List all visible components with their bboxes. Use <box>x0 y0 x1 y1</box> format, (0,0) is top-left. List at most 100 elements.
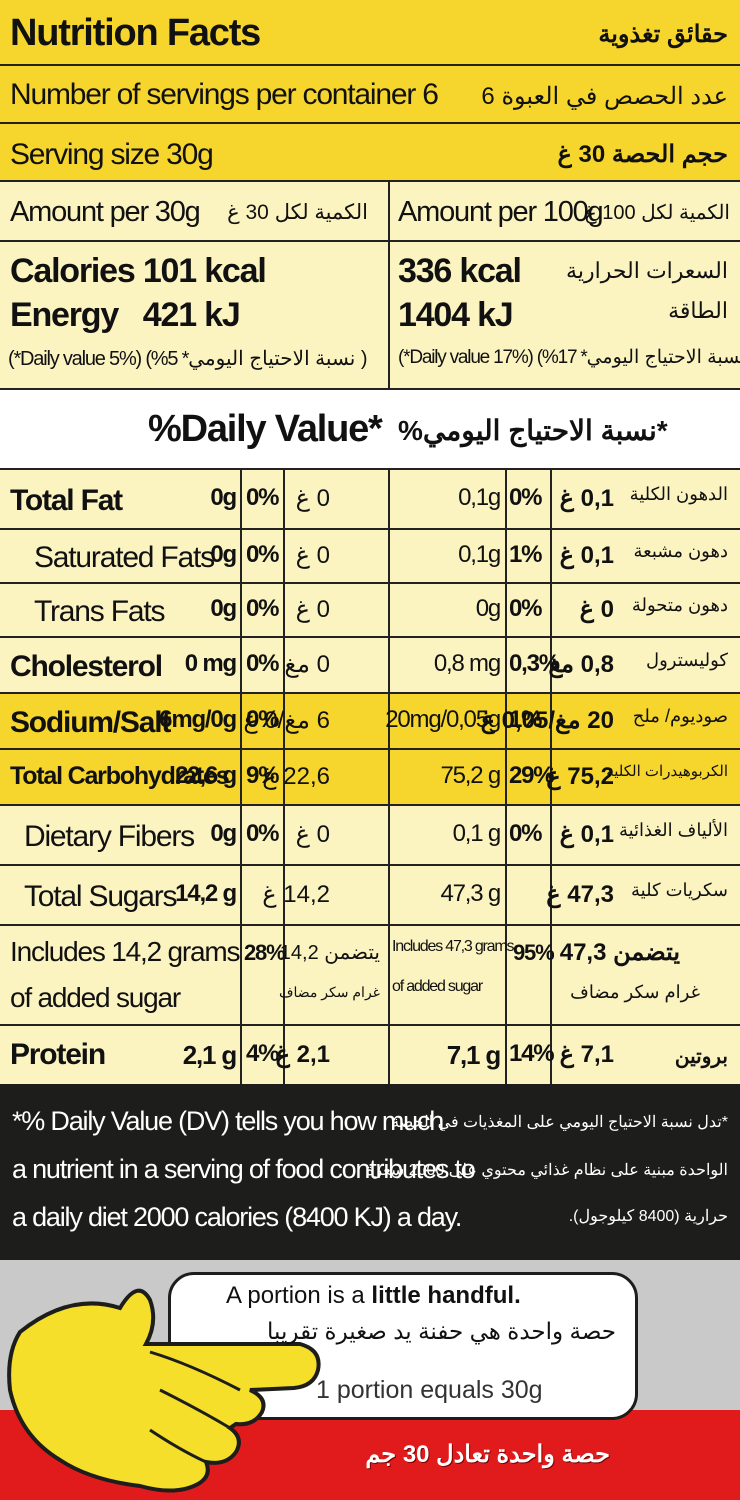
added-sugar-100-pct: 95% <box>513 940 555 965</box>
nutrient-ar100: 20 مغ/0,05 غ <box>480 707 614 734</box>
nutrient-p100: 0% <box>509 820 543 847</box>
footnote-ar-2: الواحدة مبنية على نظام غذائي محتوي على 2… <box>365 1162 728 1179</box>
nutrient-p30: 0% <box>246 820 280 847</box>
nutrient-name-ar: صوديوم/ ملح <box>632 706 728 726</box>
calories-30: Calories 101 kcal <box>10 252 267 290</box>
added-sugar-30-ar-2: غرام سكر مضاف <box>279 984 380 1000</box>
portion-line-1: A portion is a little handful. <box>226 1282 521 1310</box>
table-row: Cholesterol 0 mg 0% 0 مغ 0,8 mg 0,3% 0,8 مغ كول… <box>0 636 740 692</box>
table-row: Total Fat 0g 0% 0 غ 0,1g 0% 0,1 غ الدهون الكلية <box>0 468 740 528</box>
dv-30: (*Daily value 5%) (%5 *نسبة الاحتياج الي… <box>8 348 368 370</box>
amount-per-100-en: Amount per 100g <box>398 196 604 228</box>
added-sugar-100-en-1: Includes 47,3 grams <box>392 938 514 955</box>
daily-value-heading-row: %Daily Value* *نسبة الاحتياج اليومي% <box>0 388 740 468</box>
title-ar: حقائق تغذوية <box>598 21 728 48</box>
nutrient-ar30: 14,2 غ <box>262 881 330 908</box>
servings-en: Number of servings per container 6 <box>10 78 439 111</box>
nutrient-ar100: 0,8 مغ <box>548 651 614 678</box>
protein-ar100: 7,1 غ <box>559 1041 614 1068</box>
added-sugar-100-ar-2: غرام سكر مضاف <box>570 982 700 1002</box>
nutrient-name-ar: دهون مشبعة <box>633 541 729 561</box>
amount-per-30-en: Amount per 30g <box>10 196 201 228</box>
added-sugar-30-en-1: Includes 14,2 grams <box>10 936 241 967</box>
nutrient-v30: 22,6 g <box>175 762 237 789</box>
nutrient-ar100: 0,1 غ <box>559 485 614 512</box>
nutrient-v30: 0g <box>210 484 237 511</box>
protein-name-en: Protein <box>10 1038 106 1071</box>
hand-crease-2 <box>159 1388 231 1430</box>
portion-line-2: حصة واحدة هي حفنة يد صغيرة تقريبا <box>267 1318 616 1344</box>
nutrient-v30: 6mg/0g <box>159 706 237 733</box>
nutrient-ar30: 0 غ <box>295 596 330 623</box>
nutrient-ar100: 0,1 غ <box>559 542 614 569</box>
nutrient-v100: 0g <box>475 595 502 622</box>
footnote-ar-1: *تدل نسبة الاحتياج اليومي على المغذيات ف… <box>391 1114 728 1131</box>
footnote-en-2: a nutrient in a serving of food contribu… <box>12 1154 476 1184</box>
daily-value-heading-en: %Daily Value* <box>148 408 383 450</box>
daily-value-heading-ar: *نسبة الاحتياج اليومي% <box>398 415 668 446</box>
nutrient-p30: 0% <box>246 595 280 622</box>
added-sugar-30-en-2: of added sugar <box>10 982 181 1013</box>
protein-p100: 14% <box>509 1040 555 1067</box>
nutrient-ar30: 0 غ <box>295 542 330 569</box>
nutrient-ar100: 0 غ <box>579 596 614 623</box>
nutrient-p100: 0,3% <box>509 650 560 677</box>
nutrient-name-en: Saturated Fats <box>34 541 215 574</box>
footnote-block: *% Daily Value (DV) tells you how much a… <box>0 1084 740 1260</box>
nutrient-v30: 0g <box>210 541 237 568</box>
nutrient-p100: 1% <box>509 541 543 568</box>
nutrient-p100: 0% <box>509 484 543 511</box>
nutrient-ar30: 22,6 غ <box>262 763 330 790</box>
hand-illustration <box>7 1288 321 1493</box>
added-sugar-100-en-2: of added sugar <box>392 978 483 995</box>
nutrient-v100: 0,1 g <box>452 820 502 847</box>
nutrient-name-en: Total Fat <box>10 484 123 517</box>
hand-crease <box>149 1350 241 1392</box>
calories-ar: السعرات الحرارية <box>566 258 728 283</box>
amount-per-100-ar: الكمية لكل 100 غ <box>584 202 730 224</box>
table-row: Total Sugars 14,2 g 14,2 غ 47,3 g 47,3 غ سكري… <box>0 864 740 924</box>
nutrient-name-ar: سكريات كلية <box>630 880 728 900</box>
energy-ar: الطاقة <box>668 298 728 323</box>
nutrient-ar30: 0 غ <box>295 485 330 512</box>
nutrient-ar100: 0,1 غ <box>559 821 614 848</box>
nutrient-v100: 0,1g <box>458 541 501 568</box>
nutrient-v100: 75,2 g <box>440 762 501 789</box>
nutrient-ar100: 75,2 غ <box>546 763 614 790</box>
footnote-en-3: a daily diet 2000 calories (8400 KJ) a d… <box>12 1202 462 1232</box>
footnote-en-1: *% Daily Value (DV) tells you how much <box>12 1106 444 1136</box>
nutrient-ar30: 6 مغ/0 غ <box>243 707 330 734</box>
nutrient-v30: 14,2 g <box>175 880 237 907</box>
nutrient-name-ar: الكربوهيدرات الكلية <box>606 763 728 780</box>
footnote-ar-3: حرارية (8400 كيلوجول). <box>568 1208 728 1225</box>
nutrient-name-ar: الألياف الغذائية <box>618 820 728 840</box>
table-row: Total Carbohydrates 22,6 g 9% 22,6 غ 75,2 g 2… <box>0 748 740 804</box>
nutrient-name-ar: كوليسترول <box>646 650 728 670</box>
nutrient-p30: 0% <box>246 706 280 733</box>
nutrient-p100: 1% <box>509 706 543 733</box>
dv-100: (*Daily value 17%) (%17 *نسبة الاحتياج ا… <box>398 347 740 368</box>
protein-p30: 4% <box>246 1040 280 1067</box>
nutrient-name-en: Sodium/Salt <box>10 706 171 739</box>
nutrient-name-en: Cholesterol <box>10 650 163 683</box>
nutrient-p30: 0% <box>246 541 280 568</box>
table-row: Trans Fats 0g 0% 0 غ 0g 0% 0 غ دهون متحولة <box>0 582 740 636</box>
nutrient-v30: 0 mg <box>184 650 237 677</box>
nutrient-name-en: Dietary Fibers <box>24 820 195 853</box>
nutrient-v100: 0,1g <box>458 484 501 511</box>
nutrient-name-ar: الدهون الكلية <box>629 484 728 504</box>
protein-ar30: 2,1 غ <box>275 1041 330 1068</box>
nutrient-v30: 0g <box>210 820 237 847</box>
energy-100: 1404 kJ <box>398 296 514 334</box>
nutrient-v30: 0g <box>210 595 237 622</box>
amount-per-30-ar: الكمية لكل 30 غ <box>227 201 368 224</box>
portion-line-1b: little handful. <box>371 1282 521 1309</box>
energy-30: Energy 421 kJ <box>10 296 241 334</box>
nutrient-name-en: Total Sugars <box>24 880 178 913</box>
added-sugar-30-pct: 28% <box>244 940 286 965</box>
portion-line-4: حصة واحدة تعادل 30 جم <box>365 1441 610 1468</box>
nutrient-v100: 0,8 mg <box>433 650 501 677</box>
hand-crease-3 <box>149 1428 207 1464</box>
portion-line-1a: A portion is a <box>226 1282 372 1309</box>
